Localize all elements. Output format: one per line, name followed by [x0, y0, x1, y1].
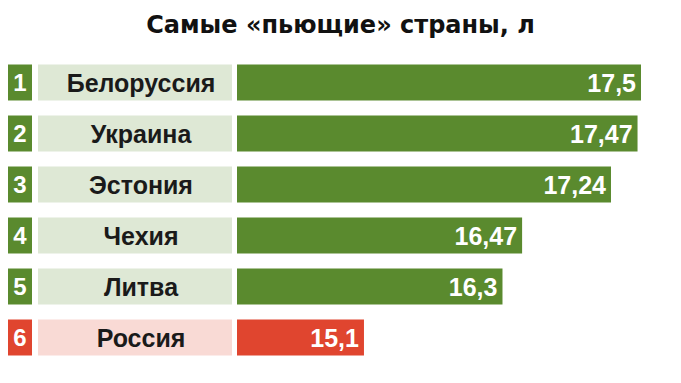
svg-text:4: 4	[13, 222, 27, 249]
svg-text:2: 2	[13, 120, 26, 147]
svg-text:5: 5	[13, 273, 26, 300]
svg-text:Украина: Украина	[91, 120, 193, 148]
svg-text:1: 1	[13, 69, 26, 96]
svg-text:Самые «пьющие» страны, л: Самые «пьющие» страны, л	[146, 11, 535, 39]
svg-text:17,24: 17,24	[543, 171, 606, 199]
svg-text:16,47: 16,47	[455, 222, 518, 250]
svg-text:17,5: 17,5	[587, 69, 636, 97]
svg-text:Чехия: Чехия	[104, 222, 179, 250]
svg-text:Россия: Россия	[97, 324, 186, 352]
svg-text:Эстония: Эстония	[89, 171, 193, 199]
svg-text:16,3: 16,3	[449, 273, 498, 301]
svg-text:6: 6	[13, 324, 26, 351]
svg-text:Литва: Литва	[104, 273, 179, 301]
svg-text:3: 3	[13, 171, 26, 198]
svg-text:Белоруссия: Белоруссия	[67, 69, 216, 97]
svg-text:15,1: 15,1	[310, 324, 359, 352]
svg-text:17,47: 17,47	[570, 120, 633, 148]
